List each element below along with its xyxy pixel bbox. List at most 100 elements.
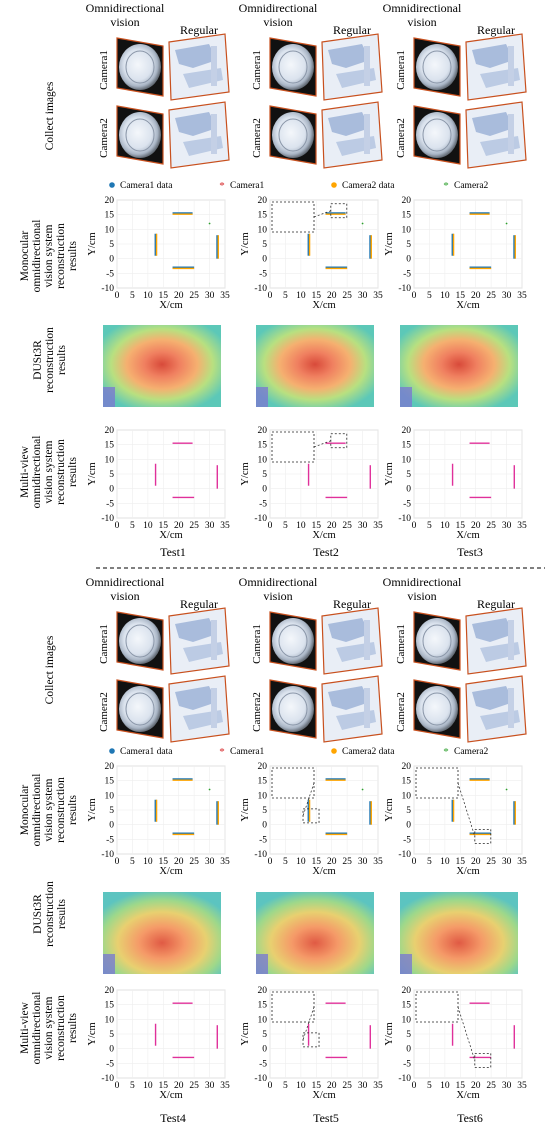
y-tick-label: 5 xyxy=(262,1030,267,1040)
x-tick-label: 25 xyxy=(486,857,496,867)
regular-image xyxy=(321,607,383,675)
y-tick-label: 15 xyxy=(402,441,412,451)
y-tick-label: 0 xyxy=(406,485,411,495)
y-tick-label: 15 xyxy=(105,777,115,787)
bot-dust-2-depth-map xyxy=(400,892,518,974)
x-tick-label: 5 xyxy=(283,291,288,301)
omni-lens xyxy=(119,686,161,732)
omni-lens-ring xyxy=(278,692,308,726)
bot-camera2-label-2: Camera2 xyxy=(395,692,407,732)
x-tick-label: 5 xyxy=(130,1081,135,1091)
x-tick-label: 15 xyxy=(312,521,322,531)
top-camera1-label-1: Camera1 xyxy=(251,50,263,90)
y-tick-label: 10 xyxy=(258,1015,268,1025)
y-tick-label: 15 xyxy=(258,1001,268,1011)
depth-fill xyxy=(256,325,374,407)
top-legend-marker-2 xyxy=(331,182,337,188)
y-tick-label: 5 xyxy=(262,240,267,250)
y-tick-label: 15 xyxy=(258,441,268,451)
y-tick-label: 20 xyxy=(258,426,268,436)
regular-image xyxy=(168,33,230,101)
x-tick-label: 15 xyxy=(456,291,466,301)
y-tick-label: 5 xyxy=(406,240,411,250)
bot-omni-label-0: Omnidirectional xyxy=(86,575,165,589)
x-tick-label: 30 xyxy=(358,1081,368,1091)
x-tick-label: 20 xyxy=(471,291,481,301)
bot-camera1-label-2: Camera1 xyxy=(395,624,407,664)
top-legend-marker-0 xyxy=(109,182,115,188)
y-tick-label: -10 xyxy=(254,1074,267,1084)
regular-image xyxy=(168,675,230,743)
y-tick-label: 5 xyxy=(109,470,114,480)
y-tick-label: -10 xyxy=(101,284,114,294)
regular-scene xyxy=(472,686,514,710)
regular-post xyxy=(211,620,217,660)
y-tick-label: 0 xyxy=(406,255,411,265)
collect-images-label-2: Collect images xyxy=(44,635,56,705)
bot-mono-1-zoom-box xyxy=(302,808,320,824)
regular-scene xyxy=(175,44,217,68)
camera2-point xyxy=(208,788,211,791)
bot-dust-1-depth-map xyxy=(256,892,374,974)
regular-scene xyxy=(472,44,514,68)
x-axis-label: X/cm xyxy=(312,866,335,877)
x-tick-label: 5 xyxy=(130,291,135,301)
x-axis-label: X/cm xyxy=(456,530,479,541)
camera2-point xyxy=(505,788,508,791)
x-tick-label: 35 xyxy=(220,291,230,301)
omni-lens-ring xyxy=(125,50,155,84)
x-tick-label: 25 xyxy=(342,857,352,867)
regular-image xyxy=(321,33,383,101)
dust3r-label-2: DUSt3R reconstruction results xyxy=(32,881,68,947)
depth-fill xyxy=(400,325,518,407)
x-tick-label: 10 xyxy=(143,1081,153,1091)
top-mono-1-inset-connector xyxy=(313,210,331,218)
test-label-1: Test1 xyxy=(160,545,186,559)
top-legend-label-1: Camera1 xyxy=(230,181,265,191)
x-tick-label: 35 xyxy=(517,521,527,531)
top-camera2-pair-0 xyxy=(116,101,230,169)
regular-post xyxy=(364,688,370,728)
bot-camera1-label-1: Camera1 xyxy=(251,624,263,664)
y-tick-label: 5 xyxy=(406,470,411,480)
x-axis-label: X/cm xyxy=(159,1090,182,1101)
x-tick-label: 30 xyxy=(358,857,368,867)
regular-post xyxy=(211,688,217,728)
y-tick-label: 0 xyxy=(109,1045,114,1055)
regular-scene xyxy=(175,112,217,136)
top-camera2-label-2: Camera2 xyxy=(395,118,407,158)
y-axis-label: Y/cm xyxy=(240,798,251,821)
x-tick-label: 35 xyxy=(373,1081,383,1091)
bot-omni-label-0: vision xyxy=(110,589,139,603)
x-tick-label: 10 xyxy=(440,857,450,867)
y-tick-label: 10 xyxy=(105,455,115,465)
regular-image xyxy=(465,607,527,675)
y-axis-label: Y/cm xyxy=(384,232,395,255)
bot-multi-2-inset-box xyxy=(415,991,459,1023)
omni-lens xyxy=(416,686,458,732)
x-tick-label: 0 xyxy=(412,857,417,867)
camera2-point xyxy=(361,222,364,225)
bot-omni-label-2: vision xyxy=(407,589,436,603)
x-tick-label: 0 xyxy=(268,1081,273,1091)
x-tick-label: 0 xyxy=(412,291,417,301)
y-tick-label: 15 xyxy=(402,1001,412,1011)
bot-multi-2-zoom-box xyxy=(474,1053,492,1068)
x-tick-label: 10 xyxy=(440,521,450,531)
y-tick-label: 10 xyxy=(258,455,268,465)
x-tick-label: 25 xyxy=(189,521,199,531)
top-omni-label-1: Omnidirectional xyxy=(239,1,318,15)
regular-scene xyxy=(328,44,370,68)
omni-lens-ring xyxy=(125,624,155,658)
x-tick-label: 20 xyxy=(174,1081,184,1091)
omni-lens xyxy=(272,44,314,90)
monocular-label-2: Monocular omnidirectional vision system … xyxy=(19,773,79,847)
top-regular-label-1: Regular xyxy=(333,23,371,37)
bot-multi-1-inset-box xyxy=(271,991,315,1023)
x-tick-label: 20 xyxy=(471,857,481,867)
omni-lens-ring xyxy=(422,50,452,84)
x-tick-label: 25 xyxy=(189,291,199,301)
omni-lens xyxy=(416,44,458,90)
